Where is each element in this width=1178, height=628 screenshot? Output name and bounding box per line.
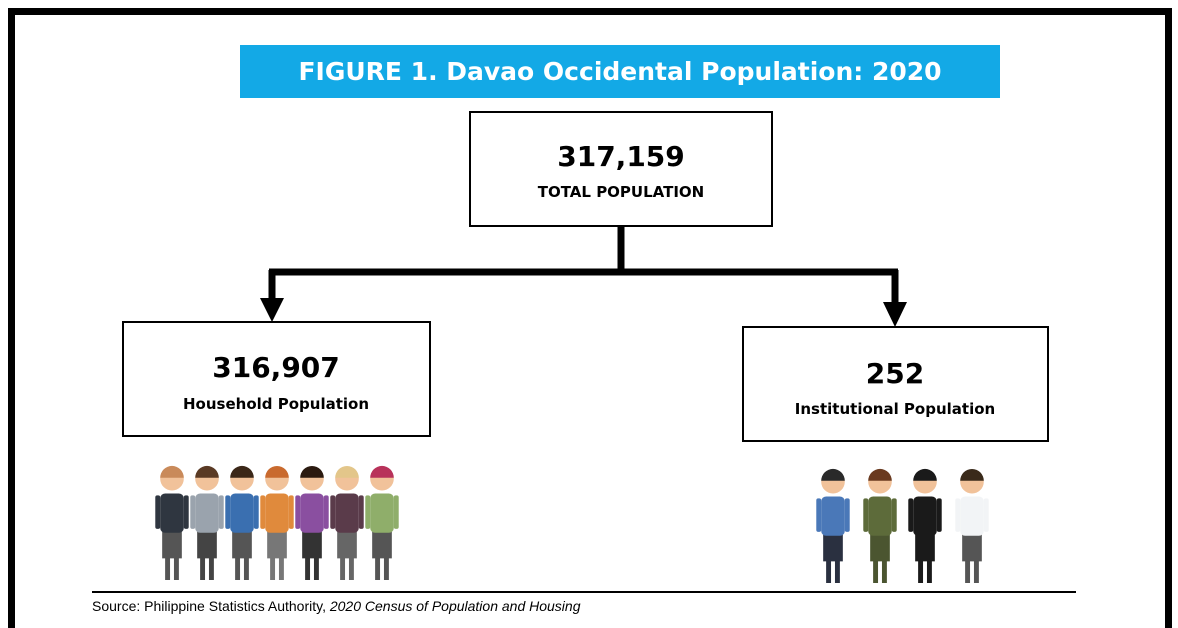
person [863,469,896,583]
frame [8,8,1172,628]
household-box: 316,907 Household Population [123,322,430,436]
institutional-box: 252 Institutional Population [743,327,1048,441]
total-box: 317,159 TOTAL POPULATION [470,112,772,226]
title: FIGURE 1. Davao Occidental Population: 2… [298,57,941,86]
total-value: 317,159 [557,140,685,173]
institutional-label: Institutional Population [795,400,995,418]
person [365,466,398,580]
person [955,469,988,583]
person [295,466,328,580]
person [155,466,188,580]
household-value: 316,907 [212,351,340,384]
person [330,466,363,580]
arrow-right [883,302,907,327]
person [225,466,258,580]
institutional-value: 252 [866,357,924,390]
source: Source: Philippine Statistics Authority,… [92,598,581,614]
arrow-left [260,298,284,322]
person [908,469,941,583]
person [260,466,293,580]
infographic: FIGURE 1. Davao Occidental Population: 2… [0,0,1178,628]
household-label: Household Population [183,395,369,413]
source-title: 2020 Census of Population and Housing [329,598,581,614]
total-label: TOTAL POPULATION [538,183,704,201]
person [816,469,849,583]
connectors [269,226,898,304]
person [190,466,223,580]
source-prefix: Source: Philippine Statistics Authority, [92,598,326,614]
people-illustrations [155,466,988,583]
